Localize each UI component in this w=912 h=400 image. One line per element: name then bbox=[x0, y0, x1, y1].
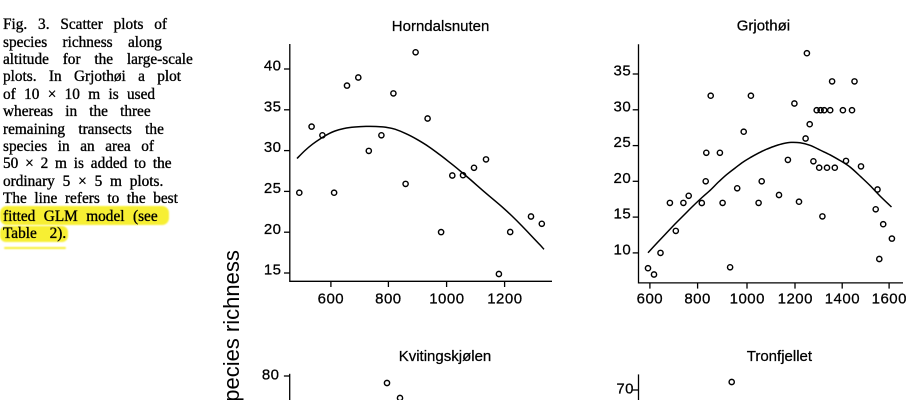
svg-text:1200: 1200 bbox=[778, 291, 813, 308]
svg-text:35: 35 bbox=[264, 98, 282, 115]
svg-text:Tronfjellet: Tronfjellet bbox=[747, 348, 813, 365]
svg-text:1200: 1200 bbox=[487, 290, 522, 307]
svg-text:Species richness: Species richness bbox=[219, 250, 244, 400]
svg-text:10: 10 bbox=[614, 242, 632, 259]
svg-text:25: 25 bbox=[614, 134, 632, 151]
svg-text:Grjothøi: Grjothøi bbox=[737, 18, 790, 35]
svg-text:600: 600 bbox=[318, 290, 345, 307]
svg-text:800: 800 bbox=[375, 290, 402, 307]
svg-text:70: 70 bbox=[616, 380, 634, 397]
svg-text:800: 800 bbox=[684, 291, 711, 308]
svg-text:20: 20 bbox=[264, 221, 282, 238]
svg-text:1000: 1000 bbox=[730, 291, 765, 308]
svg-text:20: 20 bbox=[614, 170, 632, 187]
svg-text:15: 15 bbox=[264, 262, 282, 279]
svg-text:15: 15 bbox=[614, 206, 632, 223]
svg-text:80: 80 bbox=[262, 367, 280, 384]
svg-text:35: 35 bbox=[614, 63, 632, 80]
svg-text:30: 30 bbox=[264, 139, 282, 156]
svg-text:Horndalsnuten: Horndalsnuten bbox=[392, 18, 490, 35]
svg-text:1600: 1600 bbox=[872, 291, 907, 308]
svg-text:600: 600 bbox=[637, 291, 664, 308]
svg-text:Kvitingskjølen: Kvitingskjølen bbox=[399, 348, 492, 365]
svg-text:1400: 1400 bbox=[825, 291, 860, 308]
svg-text:40: 40 bbox=[264, 58, 282, 75]
svg-text:25: 25 bbox=[264, 180, 282, 197]
svg-text:30: 30 bbox=[614, 98, 632, 115]
svg-text:1000: 1000 bbox=[429, 290, 464, 307]
